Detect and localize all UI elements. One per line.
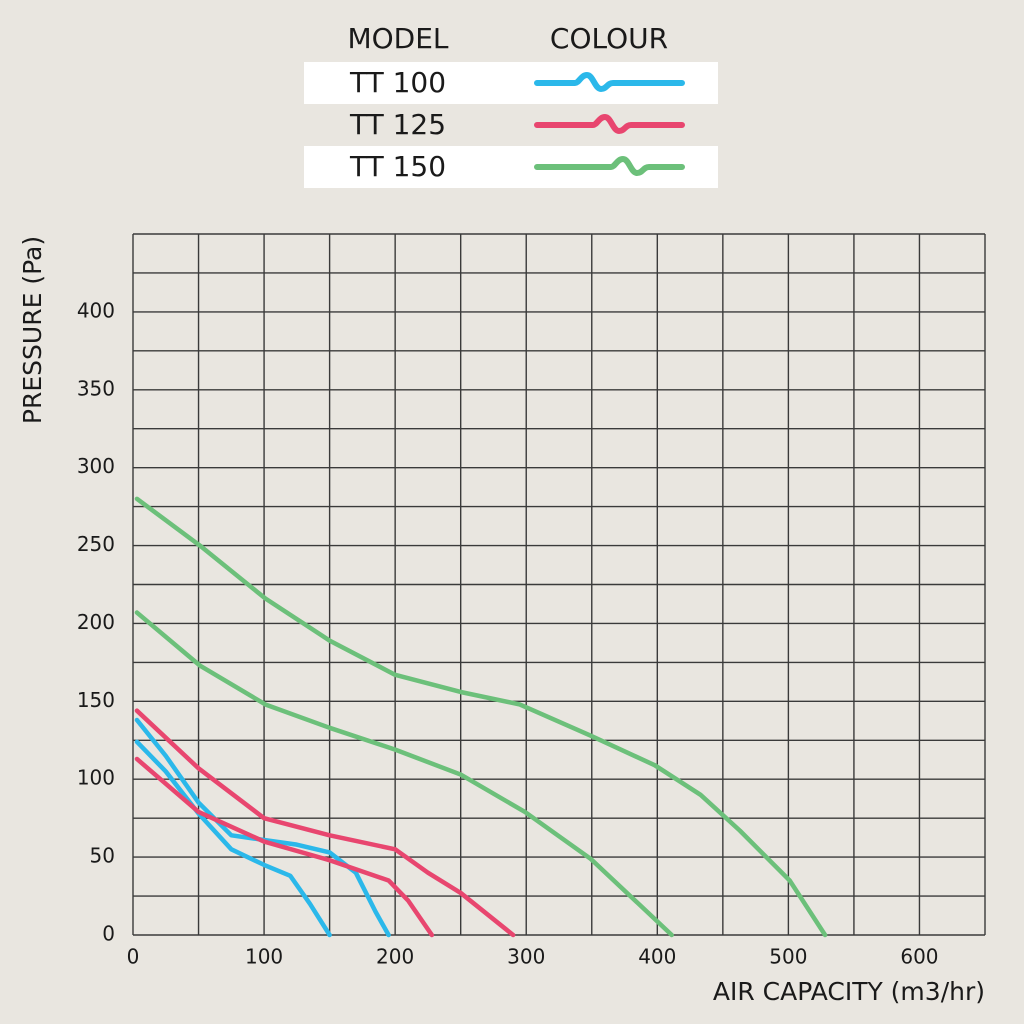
series-line: [134, 708, 516, 938]
legend-header: MODEL: [347, 22, 448, 55]
series-line: [134, 496, 828, 938]
series-line: [134, 717, 391, 938]
x-tick-label: 100: [245, 945, 283, 969]
y-tick-label: 150: [77, 688, 115, 712]
legend-swatch: [534, 71, 685, 93]
series-line: [134, 756, 435, 938]
y-tick-label: 350: [77, 376, 115, 400]
x-tick-label: 500: [769, 945, 807, 969]
legend-swatch: [534, 155, 685, 177]
y-tick-label: 100: [77, 766, 115, 790]
series-line: [134, 610, 674, 938]
legend-label: TT 125: [349, 108, 446, 141]
y-axis-title: PRESSURE (Pa): [18, 236, 47, 424]
y-tick-label: 50: [90, 844, 115, 868]
legend-label: TT 150: [349, 150, 446, 183]
x-tick-label: 300: [507, 945, 545, 969]
series-line: [134, 739, 332, 938]
x-tick-label: 0: [127, 945, 140, 969]
x-tick-label: 200: [376, 945, 414, 969]
y-tick-label: 300: [77, 454, 115, 478]
x-tick-label: 600: [900, 945, 938, 969]
legend-header: COLOUR: [550, 22, 668, 55]
x-tick-label: 400: [638, 945, 676, 969]
y-tick-label: 250: [77, 532, 115, 556]
x-axis-title: AIR CAPACITY (m3/hr): [713, 977, 985, 1006]
legend-label: TT 100: [349, 66, 446, 99]
legend-swatch: [534, 113, 685, 135]
y-tick-label: 0: [102, 922, 115, 946]
y-tick-label: 200: [77, 610, 115, 634]
y-tick-label: 400: [77, 298, 115, 322]
